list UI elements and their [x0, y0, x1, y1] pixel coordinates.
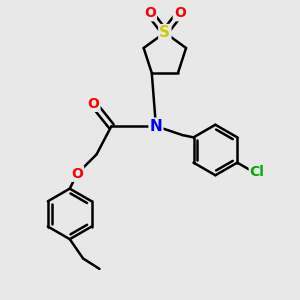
Text: O: O [88, 97, 100, 111]
Text: Cl: Cl [250, 164, 265, 178]
Text: N: N [150, 119, 162, 134]
Text: O: O [174, 6, 186, 20]
Text: O: O [71, 167, 83, 181]
Text: O: O [144, 6, 156, 20]
Text: S: S [159, 25, 170, 40]
